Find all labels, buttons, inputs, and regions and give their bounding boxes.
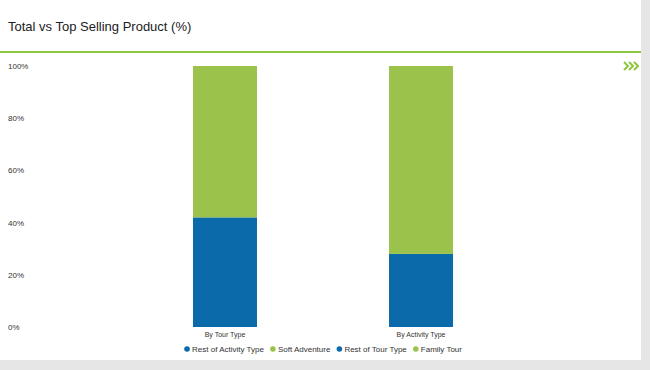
legend-marker: [413, 346, 419, 352]
card: [0, 0, 641, 360]
y-tick-label: 100%: [8, 62, 28, 71]
legend-label: Family Tour: [421, 345, 463, 354]
legend-label: Rest of Activity Type: [192, 345, 264, 354]
legend-label: Rest of Tour Type: [344, 345, 407, 354]
bar-segment: [193, 66, 257, 217]
y-tick-label: 20%: [8, 271, 24, 280]
bar-segment: [389, 254, 453, 327]
header-rule: [0, 51, 641, 53]
chevron-icon: [634, 62, 638, 70]
y-tick-label: 40%: [8, 219, 24, 228]
legend-label: Soft Adventure: [278, 345, 331, 354]
bars: [193, 66, 453, 327]
bar-segment: [193, 217, 257, 327]
bar-segment: [389, 66, 453, 254]
y-tick-label: 0%: [8, 323, 20, 332]
chart: Total vs Top Selling Product (%) 0% 20% 40%…: [0, 0, 650, 370]
chevron-icon: [624, 62, 628, 70]
legend-marker: [337, 346, 343, 352]
x-tick-label: By Activity Type: [397, 331, 446, 339]
chevron-icon: [629, 62, 633, 70]
legend: Rest of Activity Type Soft Adventure Rest …: [184, 345, 462, 354]
legend-marker: [184, 346, 190, 352]
x-tick-label: By Tour Type: [205, 331, 246, 339]
legend-marker: [270, 346, 276, 352]
y-tick-label: 80%: [8, 114, 24, 123]
title: Total vs Top Selling Product (%): [8, 19, 191, 34]
y-tick-label: 60%: [8, 166, 24, 175]
